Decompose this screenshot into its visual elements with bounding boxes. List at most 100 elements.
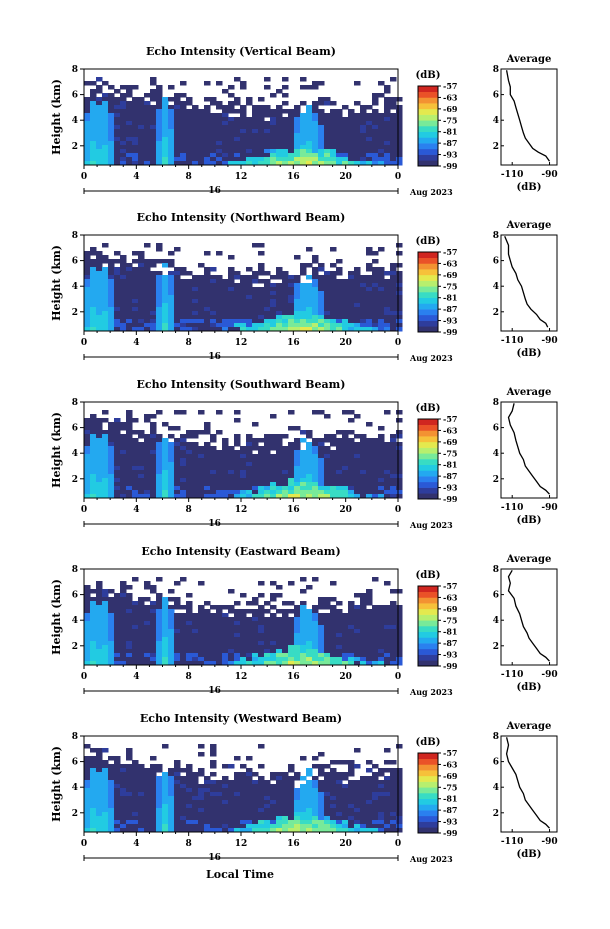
colorbar-swatch	[418, 810, 438, 817]
y-tick-label: 6	[72, 91, 78, 101]
y-tick-label: 4	[72, 449, 78, 459]
x-tick-label: 12	[235, 672, 248, 682]
colorbar-swatch	[418, 97, 438, 104]
x-tick-label: 16	[287, 839, 300, 849]
date-label: Aug 2023	[409, 854, 453, 864]
colorbar-tick-label: -81	[443, 627, 457, 637]
average-y-tick-label: 6	[493, 91, 499, 101]
x-tick-label: 16	[287, 672, 300, 682]
y-tick-label: 6	[72, 424, 78, 434]
panel-4: Echo Intensity (Eastward Beam) 2 4 6 8 Height…	[50, 545, 558, 697]
x-tick-label: 8	[186, 172, 192, 182]
colorbar-swatch	[418, 114, 438, 121]
colorbar-swatch	[418, 430, 438, 437]
colorbar: (dB)-57-63 -69-75 -81-87 -93-99	[416, 570, 458, 671]
date-number: 16	[208, 352, 221, 362]
x-tick-label: 4	[133, 172, 139, 182]
average-title: Average	[506, 721, 552, 732]
y-tick-label: 6	[72, 257, 78, 267]
average-x-label: (dB)	[517, 849, 542, 860]
chart-title: Echo Intensity (Southward Beam)	[137, 378, 346, 391]
x-tick-label: 16	[287, 338, 300, 348]
x-tick-label: 16	[287, 505, 300, 515]
x-tick-label: 4	[133, 338, 139, 348]
x-tick-label: 0	[395, 505, 401, 515]
colorbar-frame	[417, 251, 439, 333]
y-tick-label: 4	[72, 282, 78, 292]
y-tick-label: 8	[72, 231, 78, 241]
x-tick-label: 16	[287, 172, 300, 182]
y-tick-label: 6	[72, 758, 78, 768]
y-tick-label: 8	[72, 732, 78, 742]
colorbar-frame	[417, 585, 439, 667]
average-x-tick-label: -110	[501, 670, 524, 680]
colorbar-swatch	[418, 804, 438, 811]
colorbar: (dB)-57-63 -69-75 -81-87 -93-99	[416, 70, 458, 171]
average-y-tick-label: 6	[493, 591, 499, 601]
average-y-tick-label: 8	[493, 732, 499, 742]
colorbar-swatch	[418, 326, 438, 333]
colorbar-swatch	[418, 787, 438, 794]
colorbar-swatch	[418, 303, 438, 310]
colorbar-tick-label: -69	[443, 604, 458, 614]
date-number: 16	[208, 186, 221, 196]
panel-1: Echo Intensity (Vertical Beam) 2 4 6 8 Height…	[50, 45, 558, 197]
average-y-tick-label: 8	[493, 231, 499, 241]
x-tick-label: 0	[395, 672, 401, 682]
x-axis-label: Local Time	[206, 868, 274, 881]
colorbar-swatch	[418, 821, 438, 828]
colorbar-swatch	[418, 770, 438, 777]
colorbar-swatch	[418, 758, 438, 765]
average-profile: Average 2 4 6 8 -110 -90 (dB)	[493, 54, 558, 193]
colorbar-swatch	[418, 793, 438, 800]
date-number: 16	[208, 519, 221, 529]
colorbar-tick-label: -93	[443, 483, 458, 493]
y-axis-label: Height (km)	[50, 245, 63, 321]
colorbar-swatch	[418, 441, 438, 448]
colorbar-frame	[417, 85, 439, 167]
colorbar-tick-label: -87	[443, 471, 457, 481]
y-tick-label: 6	[72, 591, 78, 601]
colorbar-swatch	[418, 481, 438, 488]
colorbar-tick-label: -87	[443, 304, 457, 314]
average-y-tick-label: 4	[493, 282, 499, 292]
colorbar-tick-label: -93	[443, 150, 458, 160]
colorbar-unit: (dB)	[416, 570, 441, 581]
colorbar-swatch	[418, 143, 438, 150]
colorbar-tick-label: -99	[443, 161, 458, 171]
colorbar-tick-label: -63	[443, 592, 458, 602]
x-tick-label: 0	[395, 172, 401, 182]
x-tick-label: 0	[81, 505, 87, 515]
colorbar-swatch	[418, 86, 438, 93]
heatmap-image	[84, 577, 403, 666]
colorbar-swatch	[418, 753, 438, 760]
average-x-tick-label: -90	[541, 670, 557, 680]
date-number: 16	[208, 686, 221, 696]
x-tick-label: 20	[339, 672, 352, 682]
average-title: Average	[506, 387, 552, 398]
colorbar-swatch	[418, 798, 438, 805]
y-tick-label: 2	[72, 642, 78, 652]
colorbar-swatch	[418, 476, 438, 483]
colorbar-tick-label: -57	[443, 81, 457, 91]
date-label: Aug 2023	[409, 187, 453, 197]
average-x-label: (dB)	[517, 182, 542, 193]
average-x-tick-label: -110	[501, 336, 524, 346]
average-x-tick-label: -110	[501, 837, 524, 847]
colorbar-swatch	[418, 631, 438, 638]
average-x-tick-label: -90	[541, 837, 557, 847]
colorbar-swatch	[418, 614, 438, 621]
chart-title: Echo Intensity (Eastward Beam)	[141, 545, 340, 558]
colorbar-tick-label: -93	[443, 316, 458, 326]
x-tick-label: 8	[186, 672, 192, 682]
x-tick-label: 0	[81, 839, 87, 849]
average-y-tick-label: 4	[493, 616, 499, 626]
y-axis-label: Height (km)	[50, 412, 63, 488]
x-tick-label: 8	[186, 505, 192, 515]
heatmap-image	[84, 744, 403, 833]
colorbar-swatch	[418, 586, 438, 593]
colorbar-tick-label: -57	[443, 581, 457, 591]
colorbar-swatch	[418, 781, 438, 788]
colorbar-swatch	[418, 108, 438, 115]
colorbar-swatch	[418, 464, 438, 471]
